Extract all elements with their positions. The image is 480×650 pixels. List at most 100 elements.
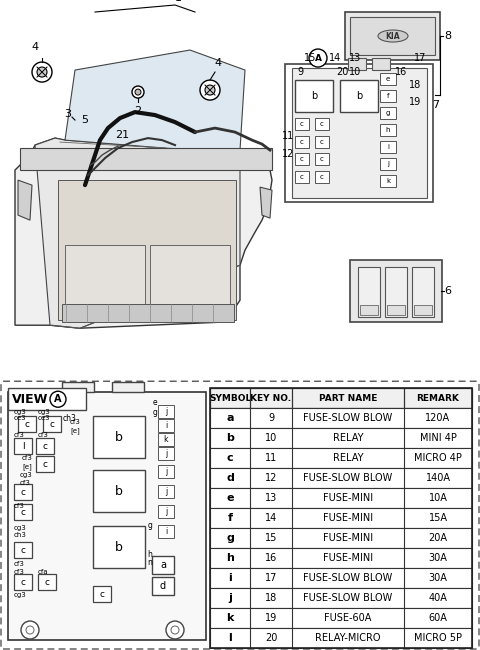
Text: 13: 13	[349, 53, 361, 63]
Text: j: j	[165, 449, 167, 458]
Polygon shape	[260, 187, 272, 218]
Polygon shape	[35, 138, 240, 328]
Bar	[93, 470, 145, 512]
Text: b: b	[356, 91, 362, 101]
Text: MICRO 4P: MICRO 4P	[414, 453, 462, 463]
Text: i: i	[387, 144, 389, 150]
Text: c: c	[43, 460, 48, 469]
Text: FUSE-SLOW BLOW: FUSE-SLOW BLOW	[303, 593, 393, 603]
Text: FUSE-MINI: FUSE-MINI	[323, 493, 373, 503]
Text: c: c	[21, 578, 25, 586]
Text: cf3: cf3	[14, 503, 25, 509]
Text: cf3: cf3	[22, 455, 33, 461]
Circle shape	[132, 86, 144, 98]
Text: c: c	[320, 174, 324, 180]
Text: j: j	[165, 507, 167, 516]
Text: cg3: cg3	[20, 472, 33, 478]
Text: c: c	[300, 121, 304, 127]
Text: 1: 1	[175, 0, 181, 3]
Bar	[295, 80, 333, 112]
Text: b: b	[311, 91, 317, 101]
Text: 12: 12	[265, 473, 277, 483]
Bar	[315, 171, 329, 183]
Text: b: b	[115, 485, 123, 498]
Bar	[158, 505, 174, 518]
Bar	[210, 568, 472, 588]
Text: g: g	[226, 533, 234, 543]
Text: 13: 13	[265, 493, 277, 503]
Bar	[158, 433, 174, 446]
Bar	[38, 574, 56, 590]
Ellipse shape	[378, 30, 408, 42]
Bar	[65, 245, 145, 315]
Text: 2: 2	[134, 106, 142, 116]
Bar	[372, 58, 390, 70]
Text: cg3: cg3	[14, 525, 27, 531]
Text: 15: 15	[265, 533, 277, 543]
Bar	[210, 488, 472, 508]
Text: 20A: 20A	[429, 533, 447, 543]
Bar	[285, 64, 433, 202]
Bar	[93, 586, 111, 602]
Text: FUSE-SLOW BLOW: FUSE-SLOW BLOW	[303, 473, 393, 483]
Text: n: n	[147, 558, 153, 567]
Text: l: l	[22, 442, 24, 450]
Text: k: k	[386, 178, 390, 184]
Bar	[292, 68, 427, 198]
Text: 19: 19	[409, 97, 421, 107]
Bar	[158, 485, 174, 498]
Bar	[93, 526, 145, 568]
Bar	[43, 416, 61, 432]
Bar	[345, 12, 440, 60]
Text: FUSE-60A: FUSE-60A	[324, 613, 372, 623]
Text: c: c	[300, 139, 304, 145]
Text: j: j	[228, 593, 232, 603]
Text: h: h	[226, 553, 234, 563]
Text: j: j	[387, 161, 389, 167]
Bar	[210, 508, 472, 528]
Bar	[350, 260, 442, 322]
Text: 10: 10	[349, 67, 361, 77]
Circle shape	[200, 80, 220, 100]
Bar	[340, 80, 378, 112]
Bar	[295, 136, 309, 148]
Text: MINI 4P: MINI 4P	[420, 433, 456, 443]
Bar	[210, 448, 472, 468]
Text: e: e	[226, 493, 234, 503]
Bar	[414, 306, 432, 315]
Bar	[152, 556, 174, 574]
Bar	[210, 608, 472, 628]
Text: 15: 15	[304, 53, 316, 63]
Bar	[210, 408, 472, 428]
Bar	[315, 118, 329, 130]
Text: 14: 14	[265, 513, 277, 523]
Text: b: b	[115, 541, 123, 554]
Text: h: h	[147, 550, 153, 558]
Text: e: e	[386, 76, 390, 82]
Circle shape	[50, 391, 66, 407]
Bar	[14, 574, 32, 590]
Text: c: c	[320, 121, 324, 127]
Text: REMARK: REMARK	[417, 394, 459, 403]
Text: b: b	[226, 433, 234, 443]
Text: 7: 7	[432, 100, 440, 110]
Text: FUSE-MINI: FUSE-MINI	[323, 553, 373, 563]
Bar	[14, 542, 32, 558]
Bar	[295, 118, 309, 130]
Bar	[112, 382, 144, 392]
Bar	[210, 628, 472, 648]
Text: 140A: 140A	[425, 473, 451, 483]
Text: MICRO 5P: MICRO 5P	[414, 633, 462, 643]
Text: 40A: 40A	[429, 593, 447, 603]
Bar	[158, 465, 174, 478]
Text: RELAY: RELAY	[333, 453, 363, 463]
Text: c: c	[300, 156, 304, 162]
Bar	[20, 148, 272, 170]
Bar	[380, 73, 396, 85]
Text: 21: 21	[115, 130, 129, 140]
Bar	[348, 58, 366, 70]
Text: i: i	[228, 573, 232, 583]
Text: 9: 9	[297, 67, 303, 77]
Text: [e]: [e]	[70, 427, 80, 434]
Text: d: d	[160, 581, 166, 591]
